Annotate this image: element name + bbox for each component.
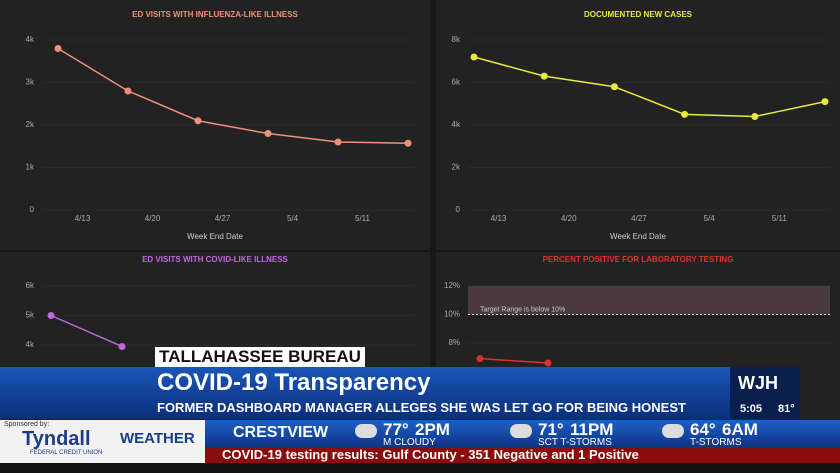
y-tick-label: 8% bbox=[448, 338, 460, 347]
forecast-time: 11PM bbox=[570, 420, 614, 439]
x-axis-label: Week End Date bbox=[187, 232, 243, 241]
headline: COVID-19 Transparency bbox=[157, 369, 431, 396]
chart-title: ED VISITS WITH COVID-LIKE ILLNESS bbox=[142, 255, 288, 264]
data-point bbox=[751, 113, 759, 120]
y-tick-label: 0 bbox=[456, 205, 461, 214]
temperature: 81° bbox=[778, 403, 795, 415]
data-point bbox=[54, 45, 62, 52]
chart-title: ED VISITS WITH INFLUENZA-LIKE ILLNESS bbox=[132, 10, 298, 19]
sponsor-label: Sponsored by: bbox=[4, 421, 50, 428]
bottom-strip bbox=[0, 463, 840, 473]
y-tick-label: 2k bbox=[26, 120, 35, 129]
weather-label: WEATHER bbox=[120, 430, 195, 447]
target-band bbox=[468, 286, 830, 315]
data-point bbox=[124, 87, 132, 95]
x-tick-label: 4/27 bbox=[215, 214, 231, 223]
x-tick-label: 5/11 bbox=[355, 214, 371, 223]
lower-third bbox=[0, 367, 730, 419]
chart-title: PERCENT POSITIVE FOR LABORATORY TESTING bbox=[543, 255, 734, 264]
data-point bbox=[681, 110, 689, 118]
series-line bbox=[57, 47, 409, 145]
chart-title: DOCUMENTED NEW CASES bbox=[584, 10, 693, 19]
y-tick-label: 1k bbox=[26, 163, 35, 172]
x-tick-label: 4/13 bbox=[75, 214, 91, 223]
time: 5:05 bbox=[740, 403, 763, 415]
y-tick-label: 4k bbox=[26, 340, 35, 349]
series-line bbox=[473, 56, 826, 118]
sponsor-box bbox=[0, 420, 205, 463]
y-tick-label: 10% bbox=[444, 310, 460, 319]
forecast-condition: M CLOUDY bbox=[383, 437, 436, 448]
x-axis-label: Week End Date bbox=[610, 232, 666, 241]
sponsor-sub: FEDERAL CREDIT UNION bbox=[30, 450, 103, 456]
forecast-time: 6AM bbox=[722, 420, 758, 439]
ticker-bar bbox=[205, 447, 840, 463]
forecast-condition: T-STORMS bbox=[690, 437, 742, 448]
data-point bbox=[544, 359, 552, 367]
x-tick-label: 4/13 bbox=[491, 214, 507, 223]
subline: FORMER DASHBOARD MANAGER ALLEGES SHE WAS… bbox=[157, 400, 686, 415]
y-tick-label: 0 bbox=[30, 205, 35, 214]
station: WJH bbox=[738, 373, 778, 393]
ticker: COVID-19 testing results: Gulf County - … bbox=[222, 447, 639, 462]
weather-icon bbox=[510, 424, 532, 438]
data-point bbox=[47, 312, 55, 319]
y-tick-label: 6k bbox=[452, 78, 461, 87]
data-point bbox=[194, 117, 202, 125]
data-point bbox=[404, 139, 412, 147]
forecast-temp: 77° bbox=[383, 420, 409, 439]
y-tick-label: 3k bbox=[26, 78, 35, 87]
data-point bbox=[470, 53, 478, 61]
data-point bbox=[334, 138, 342, 146]
x-tick-label: 4/20 bbox=[561, 214, 577, 223]
y-tick-label: 8k bbox=[452, 35, 461, 44]
y-tick-label: 2k bbox=[452, 163, 461, 172]
y-tick-label: 12% bbox=[444, 281, 460, 290]
series-line bbox=[479, 357, 549, 364]
city: CRESTVIEW bbox=[233, 424, 329, 441]
forecast-condition: SCT T-STORMS bbox=[538, 437, 612, 448]
x-tick-label: 4/20 bbox=[145, 214, 161, 223]
data-point bbox=[118, 342, 126, 350]
x-tick-label: 5/4 bbox=[704, 214, 716, 223]
data-point bbox=[540, 72, 548, 80]
forecast-time: 2PM bbox=[415, 420, 450, 439]
data-point bbox=[476, 355, 484, 363]
x-tick-label: 4/27 bbox=[631, 214, 647, 223]
x-tick-label: 5/4 bbox=[287, 214, 299, 223]
data-point bbox=[610, 83, 618, 91]
station-box bbox=[730, 367, 800, 419]
y-tick-label: 5k bbox=[26, 311, 35, 320]
data-point bbox=[821, 98, 829, 106]
y-tick-label: 4k bbox=[452, 120, 461, 129]
bureau: TALLAHASSEE BUREAU bbox=[155, 347, 365, 367]
weather-icon bbox=[355, 424, 377, 438]
x-tick-label: 5/11 bbox=[772, 214, 788, 223]
forecast-temp: 71° bbox=[538, 420, 564, 439]
data-point bbox=[264, 130, 272, 137]
y-tick-label: 6k bbox=[26, 281, 35, 290]
sponsor: Tyndall bbox=[22, 428, 91, 450]
annotation: Target Range is below 10% bbox=[480, 306, 565, 313]
y-tick-label: 4k bbox=[26, 35, 35, 44]
weather-icon bbox=[662, 424, 684, 438]
series-line bbox=[50, 314, 123, 348]
forecast-temp: 64° bbox=[690, 420, 716, 439]
